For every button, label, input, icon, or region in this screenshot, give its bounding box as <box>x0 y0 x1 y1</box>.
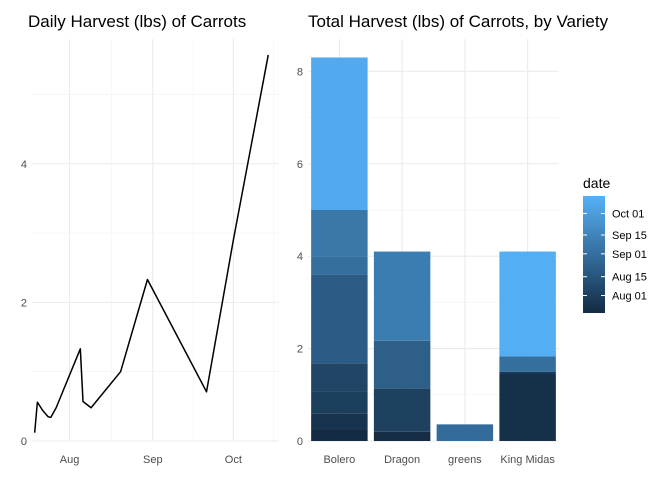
bar-segment <box>311 274 368 364</box>
legend-title: date <box>583 175 610 191</box>
y-tick-label: 4 <box>297 251 303 263</box>
bar-segment <box>499 371 556 374</box>
bar-chart-x-axis: Bolero Dragon greens King Midas <box>323 454 555 466</box>
x-tick-label: Aug <box>60 454 80 466</box>
legend-tick-label: Aug 15 <box>612 272 647 284</box>
bar-segment <box>373 431 431 441</box>
bar-chart-y-axis: 0 2 4 6 8 <box>297 66 303 448</box>
bar-segment <box>311 256 368 275</box>
total-harvest-bar-chart: Total Harvest (lbs) of Carrots, by Varie… <box>297 12 609 466</box>
x-tick-label: Dragon <box>384 454 420 466</box>
bar-segment <box>373 388 431 432</box>
x-tick-label: King Midas <box>500 454 555 466</box>
legend-ticks: Oct 01 Sep 15 Sep 01 Aug 15 Aug 01 <box>583 208 647 303</box>
bar-segment <box>499 374 556 441</box>
legend-colorbar <box>583 196 605 313</box>
legend-tick-label: Aug 01 <box>612 291 647 303</box>
bar-segment <box>499 356 556 372</box>
bar-segment <box>311 429 368 441</box>
y-tick-label: 0 <box>21 436 27 448</box>
bar-segment <box>311 57 368 210</box>
legend-tick-label: Sep 01 <box>612 249 647 261</box>
bar-segment <box>373 340 431 389</box>
bar-chart-bars <box>311 57 556 441</box>
y-tick-label: 8 <box>297 66 303 78</box>
bar-segment <box>436 424 494 441</box>
bar-segment <box>311 209 368 257</box>
harvest-line <box>33 54 269 433</box>
y-tick-label: 6 <box>297 159 303 171</box>
x-tick-label: Sep <box>143 454 163 466</box>
line-chart-series <box>33 54 269 433</box>
bar-chart-title: Total Harvest (lbs) of Carrots, by Varie… <box>308 12 609 31</box>
bar-segment <box>499 251 556 357</box>
y-tick-label: 2 <box>21 297 27 309</box>
line-chart-y-axis: 0 2 4 <box>21 159 27 448</box>
legend-tick-label: Sep 15 <box>612 230 647 242</box>
line-chart-gridlines <box>32 39 279 442</box>
x-tick-label: Bolero <box>323 454 355 466</box>
line-chart-x-axis: Aug Sep Oct <box>60 454 242 466</box>
y-tick-label: 4 <box>21 159 27 171</box>
bar-segment <box>373 251 431 341</box>
line-chart-title: Daily Harvest (lbs) of Carrots <box>28 12 246 31</box>
bar-segment <box>311 391 368 414</box>
y-tick-label: 0 <box>297 436 303 448</box>
y-tick-label: 2 <box>297 344 303 356</box>
legend-tick-label: Oct 01 <box>612 208 644 220</box>
bar-segment <box>311 413 368 430</box>
x-tick-label: greens <box>448 454 482 466</box>
date-colorbar-legend: date Oct 01 Sep 15 Sep 01 Aug 15 Aug 01 <box>583 175 647 313</box>
x-tick-label: Oct <box>225 454 242 466</box>
bar-segment <box>311 363 368 392</box>
daily-harvest-line-chart: Daily Harvest (lbs) of Carrots 0 2 4 Aug Se… <box>21 12 279 466</box>
